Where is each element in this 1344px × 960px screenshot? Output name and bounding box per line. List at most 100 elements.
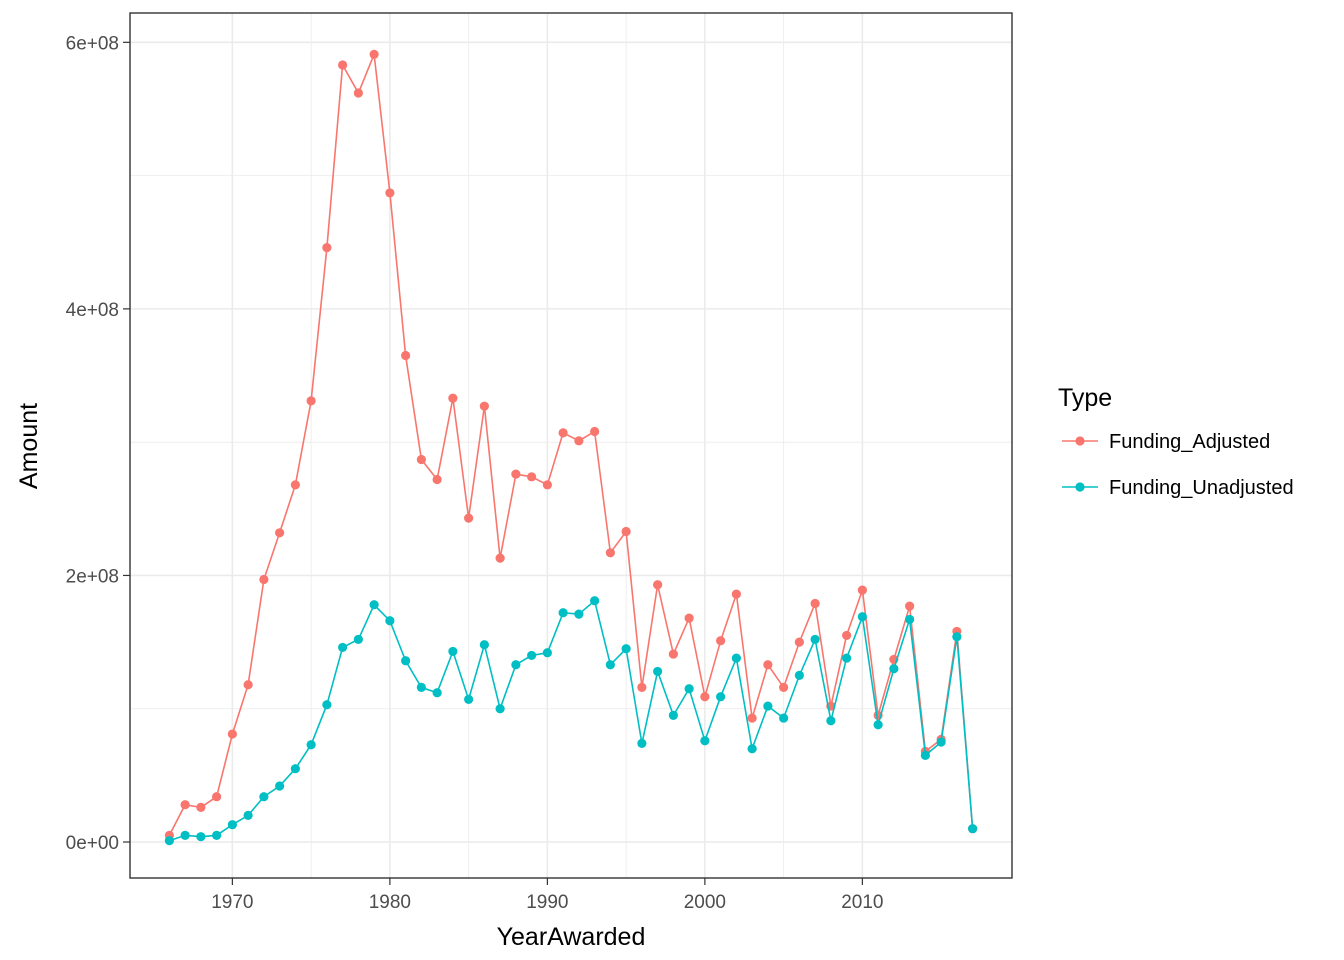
- data-point: [731, 589, 741, 599]
- legend-title: Type: [1058, 384, 1112, 412]
- data-point: [747, 744, 757, 754]
- data-point: [779, 682, 789, 693]
- data-point: [621, 644, 631, 654]
- data-point: [416, 454, 426, 465]
- legend-key-point: [1075, 482, 1085, 492]
- data-point: [511, 469, 521, 479]
- data-point: [936, 737, 946, 747]
- data-point: [196, 832, 206, 842]
- data-point: [558, 608, 568, 618]
- data-point: [763, 660, 773, 670]
- data-point: [495, 553, 505, 563]
- data-point: [889, 664, 899, 674]
- series-layer: [164, 49, 978, 846]
- data-point: [590, 596, 600, 606]
- data-point: [637, 682, 647, 693]
- data-point: [306, 740, 316, 750]
- data-point: [527, 472, 537, 482]
- data-point: [322, 242, 332, 253]
- data-point: [920, 750, 930, 760]
- legend-label: Funding_Unadjusted: [1109, 477, 1294, 499]
- data-point: [684, 684, 694, 694]
- data-point: [212, 830, 222, 840]
- legend-item: Funding_Adjusted: [1062, 431, 1270, 453]
- y-axis: 0e+00 2e+08 4e+08 6e+08: [66, 33, 130, 854]
- data-point: [401, 350, 411, 361]
- data-point: [826, 716, 836, 726]
- data-point: [432, 474, 442, 485]
- data-point: [842, 653, 852, 663]
- data-point: [668, 649, 678, 659]
- data-point: [432, 688, 442, 698]
- x-tick-label: 2010: [841, 892, 883, 913]
- grid-major: [130, 13, 1012, 878]
- data-point: [590, 426, 600, 437]
- legend-label: Funding_Adjusted: [1109, 431, 1270, 453]
- data-point: [353, 88, 363, 98]
- data-point: [369, 49, 379, 59]
- series-line: [169, 599, 974, 842]
- data-point: [353, 634, 363, 645]
- data-point: [527, 650, 537, 661]
- data-point: [338, 60, 348, 70]
- y-axis-title: Amount: [15, 403, 43, 489]
- data-point: [968, 824, 978, 834]
- data-point: [385, 188, 395, 198]
- data-point: [464, 513, 474, 523]
- data-point: [873, 720, 883, 730]
- data-point: [511, 660, 521, 670]
- data-point: [857, 612, 867, 622]
- y-tick-label: 6e+08: [66, 33, 119, 54]
- data-point: [794, 670, 804, 681]
- data-point: [322, 700, 332, 710]
- data-point: [731, 653, 741, 663]
- data-point: [243, 680, 253, 690]
- panel-border: [129, 12, 1013, 879]
- x-axis-title: YearAwarded: [497, 923, 646, 951]
- series-funding-unadjusted: [164, 596, 978, 846]
- data-point: [464, 694, 474, 705]
- data-point: [275, 781, 285, 791]
- data-point: [605, 548, 615, 558]
- data-point: [905, 614, 915, 625]
- data-point: [684, 613, 694, 623]
- data-point: [747, 713, 757, 723]
- data-point: [905, 601, 915, 611]
- legend-key-point: [1075, 436, 1085, 446]
- data-point: [164, 836, 174, 846]
- data-point: [621, 526, 631, 537]
- y-tick-label: 2e+08: [66, 566, 119, 587]
- data-point: [794, 637, 804, 647]
- x-tick-label: 1970: [211, 892, 253, 913]
- data-point: [558, 428, 568, 438]
- data-point: [779, 713, 789, 723]
- data-point: [369, 600, 379, 610]
- data-point: [605, 660, 615, 670]
- data-point: [227, 729, 237, 739]
- data-point: [227, 820, 237, 830]
- data-point: [416, 682, 426, 693]
- data-point: [338, 642, 348, 653]
- data-point: [637, 738, 647, 748]
- data-point: [259, 792, 269, 802]
- data-point: [243, 810, 253, 820]
- data-point: [306, 396, 316, 406]
- data-point: [385, 616, 395, 626]
- x-tick-label: 1990: [526, 892, 568, 913]
- data-point: [212, 792, 222, 802]
- x-tick-label: 1980: [369, 892, 411, 913]
- legend-item: Funding_Unadjusted: [1062, 477, 1294, 499]
- data-point: [810, 634, 820, 645]
- data-point: [668, 710, 678, 720]
- data-point: [542, 648, 552, 658]
- x-axis: 1970 1980 1990 2000 2010: [211, 878, 884, 913]
- data-point: [290, 764, 300, 774]
- data-point: [290, 480, 300, 490]
- data-point: [542, 480, 552, 490]
- data-point: [495, 704, 505, 714]
- data-point: [810, 598, 820, 609]
- y-tick-label: 0e+00: [66, 833, 119, 854]
- legend-items: Funding_Adjusted Funding_Unadjusted: [1062, 431, 1294, 499]
- data-point: [653, 666, 663, 677]
